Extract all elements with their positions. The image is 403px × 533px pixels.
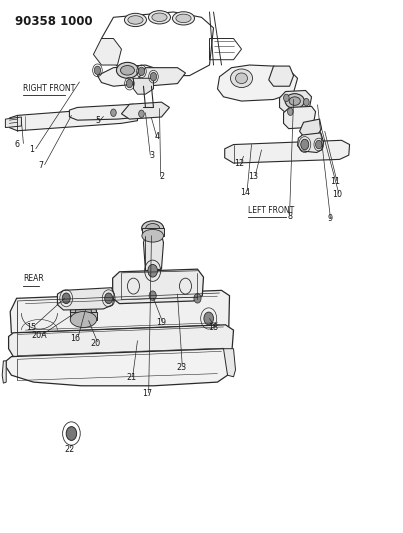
Ellipse shape: [128, 15, 143, 24]
Text: 5: 5: [95, 116, 100, 125]
Text: RIGHT FRONT: RIGHT FRONT: [23, 84, 76, 93]
Text: 8: 8: [287, 212, 292, 221]
Circle shape: [66, 426, 77, 440]
Circle shape: [94, 66, 101, 75]
Polygon shape: [121, 102, 170, 119]
Circle shape: [62, 293, 70, 304]
Polygon shape: [69, 104, 145, 120]
Ellipse shape: [285, 94, 304, 109]
Circle shape: [150, 72, 157, 81]
Text: 6: 6: [15, 140, 20, 149]
Ellipse shape: [145, 223, 160, 233]
Polygon shape: [299, 119, 322, 136]
Circle shape: [149, 291, 156, 301]
Polygon shape: [113, 269, 204, 304]
Polygon shape: [225, 140, 349, 163]
Text: 23: 23: [177, 363, 187, 372]
Text: 15: 15: [26, 323, 36, 332]
Circle shape: [303, 99, 309, 106]
Text: 9: 9: [327, 214, 332, 223]
Polygon shape: [9, 108, 137, 131]
Circle shape: [204, 312, 214, 325]
Polygon shape: [284, 107, 316, 128]
Ellipse shape: [142, 221, 164, 236]
Text: 1: 1: [29, 146, 34, 155]
Ellipse shape: [120, 66, 135, 75]
Text: 14: 14: [241, 188, 251, 197]
Polygon shape: [269, 66, 293, 86]
Text: REAR: REAR: [23, 274, 44, 284]
Circle shape: [148, 264, 158, 277]
Ellipse shape: [116, 62, 139, 78]
Text: 4: 4: [155, 132, 160, 141]
Text: 7: 7: [39, 161, 44, 170]
Text: 19: 19: [156, 318, 166, 327]
Text: 10: 10: [332, 190, 343, 199]
Circle shape: [138, 67, 145, 76]
Text: 20A: 20A: [31, 331, 47, 340]
Ellipse shape: [176, 14, 191, 22]
Polygon shape: [218, 65, 297, 101]
Circle shape: [316, 140, 322, 149]
Polygon shape: [57, 288, 114, 310]
Circle shape: [194, 294, 201, 303]
Polygon shape: [5, 117, 21, 127]
Ellipse shape: [71, 302, 96, 321]
Polygon shape: [137, 68, 185, 86]
Text: 22: 22: [64, 445, 75, 454]
Circle shape: [126, 79, 133, 88]
Circle shape: [139, 110, 144, 117]
Polygon shape: [280, 91, 312, 113]
Ellipse shape: [125, 13, 146, 27]
Polygon shape: [6, 349, 230, 386]
Polygon shape: [143, 235, 164, 271]
Text: 3: 3: [149, 151, 154, 160]
Text: 11: 11: [330, 177, 341, 186]
Text: 13: 13: [249, 172, 259, 181]
Circle shape: [111, 109, 116, 116]
Polygon shape: [2, 361, 6, 383]
Text: 20: 20: [90, 339, 100, 348]
Text: 21: 21: [127, 373, 137, 382]
Circle shape: [284, 94, 289, 102]
Polygon shape: [224, 349, 235, 377]
Text: LEFT FRONT: LEFT FRONT: [247, 206, 294, 214]
Text: 18: 18: [208, 323, 218, 332]
Polygon shape: [133, 78, 154, 94]
Circle shape: [105, 293, 113, 304]
Polygon shape: [297, 133, 324, 152]
Ellipse shape: [235, 73, 247, 84]
Text: 17: 17: [142, 389, 152, 398]
Text: 12: 12: [235, 159, 245, 167]
Ellipse shape: [231, 69, 253, 87]
Polygon shape: [10, 290, 230, 343]
Polygon shape: [70, 312, 97, 319]
Polygon shape: [98, 65, 154, 86]
Ellipse shape: [152, 13, 167, 21]
Ellipse shape: [148, 11, 170, 24]
Text: 16: 16: [71, 334, 81, 343]
Polygon shape: [93, 38, 121, 65]
Ellipse shape: [172, 12, 195, 25]
Polygon shape: [142, 228, 164, 236]
Ellipse shape: [70, 312, 97, 327]
Polygon shape: [8, 325, 233, 370]
Ellipse shape: [142, 229, 164, 242]
Ellipse shape: [289, 97, 300, 106]
Ellipse shape: [75, 306, 91, 317]
Ellipse shape: [272, 69, 291, 85]
Text: 2: 2: [159, 172, 164, 181]
Circle shape: [301, 139, 309, 150]
Circle shape: [288, 108, 293, 115]
Text: 90358 1000: 90358 1000: [15, 14, 93, 28]
